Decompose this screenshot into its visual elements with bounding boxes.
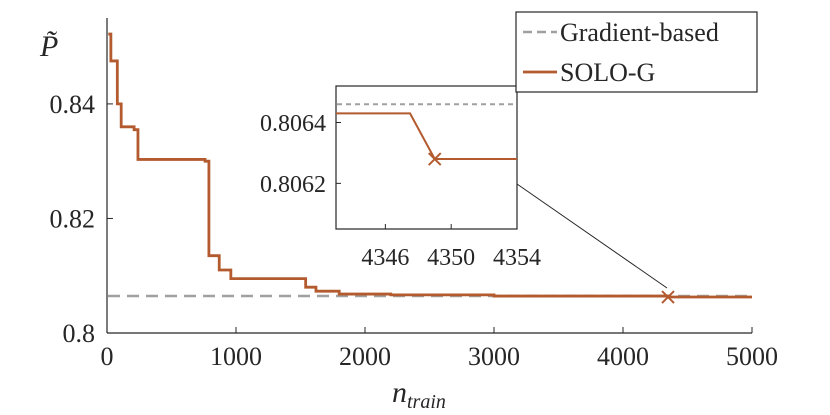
- main-x-tick-label: 5000: [726, 342, 778, 371]
- main-x-tick-label: 0: [101, 342, 114, 371]
- x-axis-label: ntrain: [392, 376, 446, 413]
- main-x-tick-label: 3000: [468, 342, 520, 371]
- inset-y-tick-label: 0.8062: [260, 172, 326, 198]
- legend-solo-g-label: SOLO-G: [560, 58, 655, 87]
- inset-x-tick-label: 4350: [427, 245, 475, 271]
- main-x-tick-label: 4000: [597, 342, 649, 371]
- zoom-connector-line: [516, 183, 668, 289]
- main-plot: 0 1000 2000 3000 4000 5000 0.8 0.82 0.84 P̃ ntr…: [39, 18, 778, 413]
- inset-x-tick-label: 4346: [361, 245, 409, 271]
- main-x-ticks: 0 1000 2000 3000 4000 5000: [101, 327, 778, 371]
- inset-solo-g-marker: [428, 152, 442, 166]
- legend-box: [515, 11, 758, 93]
- solo-g-marker: [661, 290, 675, 304]
- main-y-ticks: 0.8 0.82 0.84: [50, 90, 113, 348]
- main-x-tick-label: 1000: [210, 342, 262, 371]
- inset-x-ticks: 4346 4350 4354: [361, 224, 541, 271]
- inset-background: [335, 85, 518, 230]
- y-axis-label: P̃: [39, 30, 58, 63]
- x-axis-label-base: n: [392, 376, 407, 409]
- legend-gradient-based-label: Gradient-based: [560, 18, 719, 47]
- inset-plot: 4346 4350 4354 0.8062 0.8064: [260, 85, 541, 271]
- inset-solo-g-series: [336, 112, 517, 161]
- x-marker-stroke: [428, 152, 442, 166]
- main-x-tick-label: 2000: [339, 342, 391, 371]
- x-marker-stroke: [661, 290, 675, 304]
- main-y-tick-label: 0.8: [63, 319, 96, 348]
- inset-y-tick-label: 0.8064: [260, 111, 326, 137]
- main-y-tick-label: 0.82: [50, 205, 96, 234]
- legend: Gradient-based SOLO-G: [515, 11, 758, 93]
- main-y-tick-label: 0.84: [50, 90, 96, 119]
- solo-g-series: [108, 32, 752, 299]
- inset-x-tick-label: 4354: [493, 245, 541, 271]
- inset-y-ticks: 0.8062 0.8064: [260, 111, 341, 198]
- x-axis-label-sub: train: [407, 391, 446, 413]
